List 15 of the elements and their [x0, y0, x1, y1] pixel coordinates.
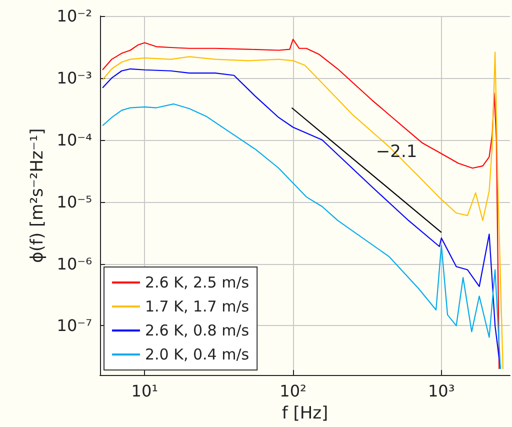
y-axis-title: ϕ(f) [m²s⁻²Hz⁻¹] — [27, 128, 48, 263]
x-tick-label: 10³ — [428, 382, 455, 400]
x-axis-title: f [Hz] — [282, 404, 328, 424]
legend-label: 1.7 K, 1.7 m/s — [145, 298, 250, 316]
y-tick-label: 10⁻⁵ — [56, 192, 92, 212]
legend-label: 2.6 K, 2.5 m/s — [145, 274, 250, 292]
y-tick-label: 10⁻² — [56, 6, 92, 26]
x-tick-label: 10² — [280, 382, 306, 400]
legend-label: 2.0 K, 0.4 m/s — [145, 346, 250, 364]
y-tick-label: 10⁻⁴ — [56, 130, 92, 150]
y-tick-label: 10⁻⁷ — [56, 316, 92, 336]
legend-label: 2.6 K, 0.8 m/s — [145, 322, 250, 340]
y-tick-label: 10⁻⁶ — [56, 254, 92, 274]
y-tick-label: 10⁻³ — [56, 68, 92, 88]
x-tick-label: 10¹ — [131, 382, 158, 400]
